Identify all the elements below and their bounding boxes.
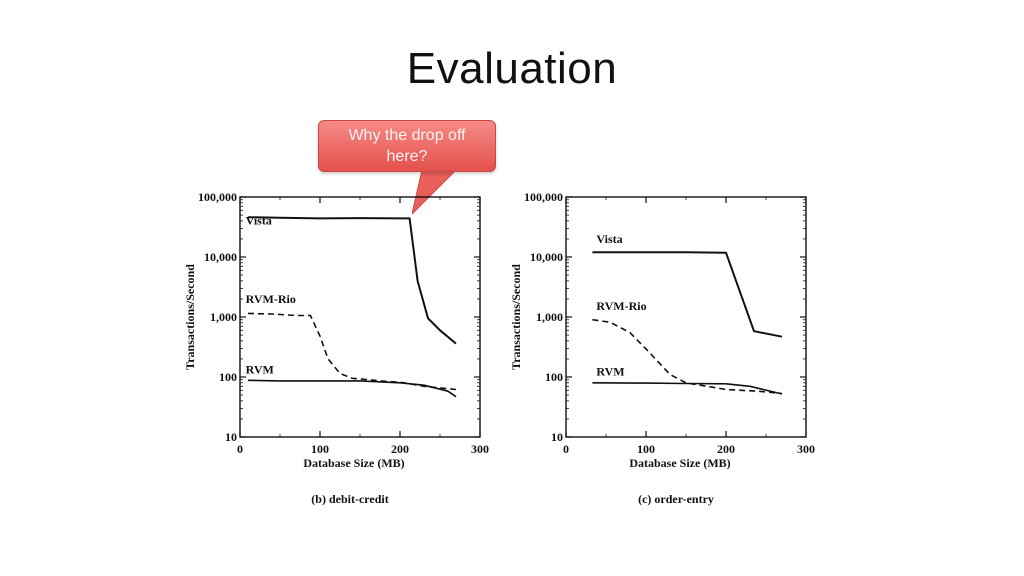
slide-title: Evaluation [406, 44, 618, 93]
chart-caption: (b) debit-credit [311, 492, 388, 506]
x-tick-label: 100 [311, 442, 329, 456]
series-label-vista: Vista [596, 232, 622, 246]
x-axis-label: Database Size (MB) [303, 456, 404, 470]
series-line-rvm-rio [247, 312, 457, 391]
y-tick-label: 100 [219, 370, 237, 384]
y-tick-label: 10,000 [530, 250, 563, 264]
callout-text-line2: here? [386, 148, 428, 165]
x-tick-label: 300 [797, 442, 815, 456]
chart-debit-credit: 10 100 1,000 10,000 100,000 0 100 200 300 Databas… [183, 190, 489, 506]
series-line-rvm [592, 382, 783, 395]
series-label-rvm-rio: RVM-Rio [246, 292, 296, 306]
y-tick-label: 100,000 [198, 190, 237, 204]
plot-frame [239, 196, 481, 438]
callout-bubble: Why the drop off here? [318, 120, 496, 172]
y-tick-label: 1,000 [536, 310, 563, 324]
x-tick-label: 300 [471, 442, 489, 456]
x-axis-label: Database Size (MB) [629, 456, 730, 470]
y-tick-label: 10,000 [204, 250, 237, 264]
y-axis-label: Transactions/Second [183, 264, 197, 370]
series-line-vista [592, 251, 783, 338]
y-tick-label: 10 [225, 430, 237, 444]
x-tick-label: 200 [717, 442, 735, 456]
series-label-vista: Vista [246, 213, 272, 227]
x-tick-label: 200 [391, 442, 409, 456]
callout-pointer [412, 170, 457, 215]
x-tick-label: 100 [637, 442, 655, 456]
y-tick-label: 1,000 [210, 310, 237, 324]
y-axis-label: Transactions/Second [509, 264, 523, 370]
series-label-rvm: RVM [246, 362, 274, 376]
callout-text-line1: Why the drop off [348, 127, 466, 144]
x-tick-label: 0 [563, 442, 569, 456]
series-label-rvm-rio: RVM-Rio [596, 299, 646, 313]
series-line-vista [247, 216, 457, 345]
series-line-rvm [247, 379, 457, 398]
series-line-rvm-rio [592, 318, 783, 395]
y-tick-label: 100,000 [524, 190, 563, 204]
y-tick-label: 100 [545, 370, 563, 384]
chart-order-entry: 10 100 1,000 10,000 100,000 0 100 200 300 Databas… [509, 190, 815, 506]
series-label-rvm: RVM [596, 365, 624, 379]
chart-caption: (c) order-entry [638, 492, 714, 506]
y-tick-label: 10 [551, 430, 563, 444]
x-tick-label: 0 [237, 442, 243, 456]
